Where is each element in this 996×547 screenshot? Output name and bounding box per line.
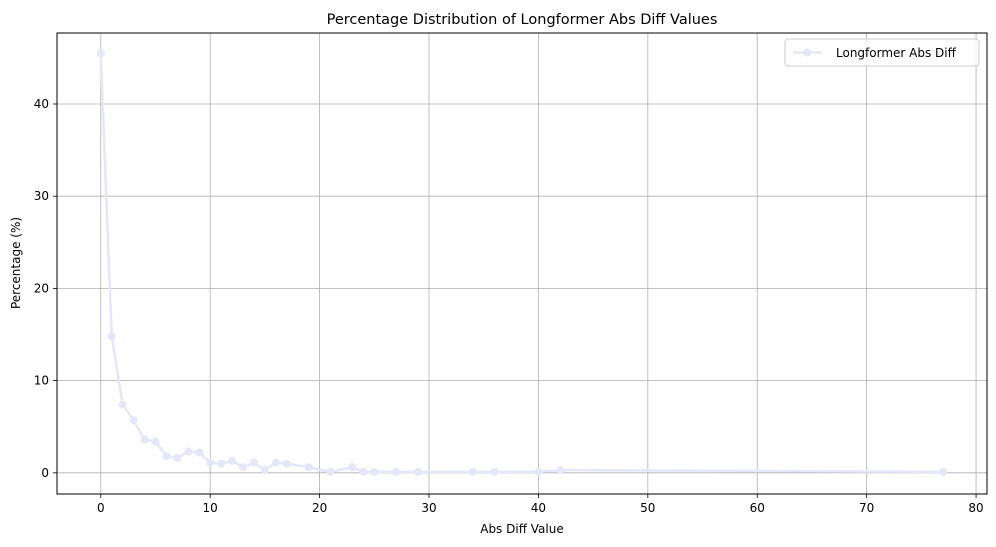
plot-frame bbox=[56, 32, 988, 495]
x-tick-label: 70 bbox=[859, 501, 874, 515]
data-point bbox=[249, 458, 258, 467]
data-point bbox=[260, 466, 269, 475]
data-point bbox=[348, 463, 357, 472]
x-tick-label: 40 bbox=[531, 501, 546, 515]
data-point bbox=[414, 467, 423, 476]
y-tick-label: 0 bbox=[41, 466, 49, 480]
x-tick-label: 60 bbox=[750, 501, 765, 515]
legend-label: Longformer Abs Diff bbox=[836, 46, 957, 60]
chart-title: Percentage Distribution of Longformer Ab… bbox=[327, 12, 718, 28]
data-point bbox=[118, 400, 127, 409]
y-tick-label: 30 bbox=[34, 189, 49, 203]
x-tick-label: 10 bbox=[203, 501, 218, 515]
y-axis-ticks: 0 10 20 30 40 bbox=[34, 97, 57, 480]
data-point bbox=[129, 416, 138, 425]
series-layer bbox=[96, 49, 948, 476]
data-point bbox=[96, 49, 105, 58]
data-point bbox=[534, 467, 543, 476]
data-point bbox=[370, 467, 379, 476]
legend-marker bbox=[803, 48, 811, 57]
x-tick-label: 50 bbox=[640, 501, 655, 515]
data-point bbox=[239, 463, 247, 472]
data-point bbox=[140, 435, 149, 444]
data-point bbox=[271, 458, 280, 467]
data-point bbox=[359, 467, 368, 476]
data-point bbox=[195, 448, 204, 457]
data-point bbox=[468, 467, 477, 476]
data-point bbox=[228, 456, 237, 465]
x-tick-label: 0 bbox=[97, 501, 105, 515]
legend: Longformer Abs Diff bbox=[784, 38, 980, 67]
grid-lines bbox=[57, 33, 987, 494]
data-point bbox=[184, 447, 193, 456]
data-point bbox=[556, 466, 565, 475]
data-point bbox=[939, 467, 948, 476]
data-point bbox=[304, 463, 313, 472]
x-axis-ticks: 0 10 20 30 40 50 60 70 80 bbox=[97, 494, 984, 515]
y-tick-label: 40 bbox=[34, 97, 49, 111]
data-point bbox=[162, 452, 171, 461]
x-axis-label: Abs Diff Value bbox=[480, 522, 564, 536]
data-point bbox=[490, 467, 499, 476]
data-point bbox=[151, 437, 160, 446]
data-point bbox=[107, 332, 116, 341]
y-axis-label: Percentage (%) bbox=[9, 217, 23, 309]
data-point bbox=[282, 459, 291, 468]
y-tick-label: 20 bbox=[34, 281, 49, 295]
legend-box bbox=[784, 38, 980, 67]
data-point bbox=[392, 467, 401, 476]
data-point bbox=[206, 458, 215, 467]
data-point bbox=[326, 467, 335, 476]
x-tick-label: 80 bbox=[968, 501, 983, 515]
x-tick-label: 30 bbox=[421, 501, 436, 515]
data-point bbox=[217, 459, 226, 468]
x-tick-label: 20 bbox=[312, 501, 327, 515]
data-point bbox=[173, 454, 182, 463]
y-tick-label: 10 bbox=[34, 374, 49, 388]
